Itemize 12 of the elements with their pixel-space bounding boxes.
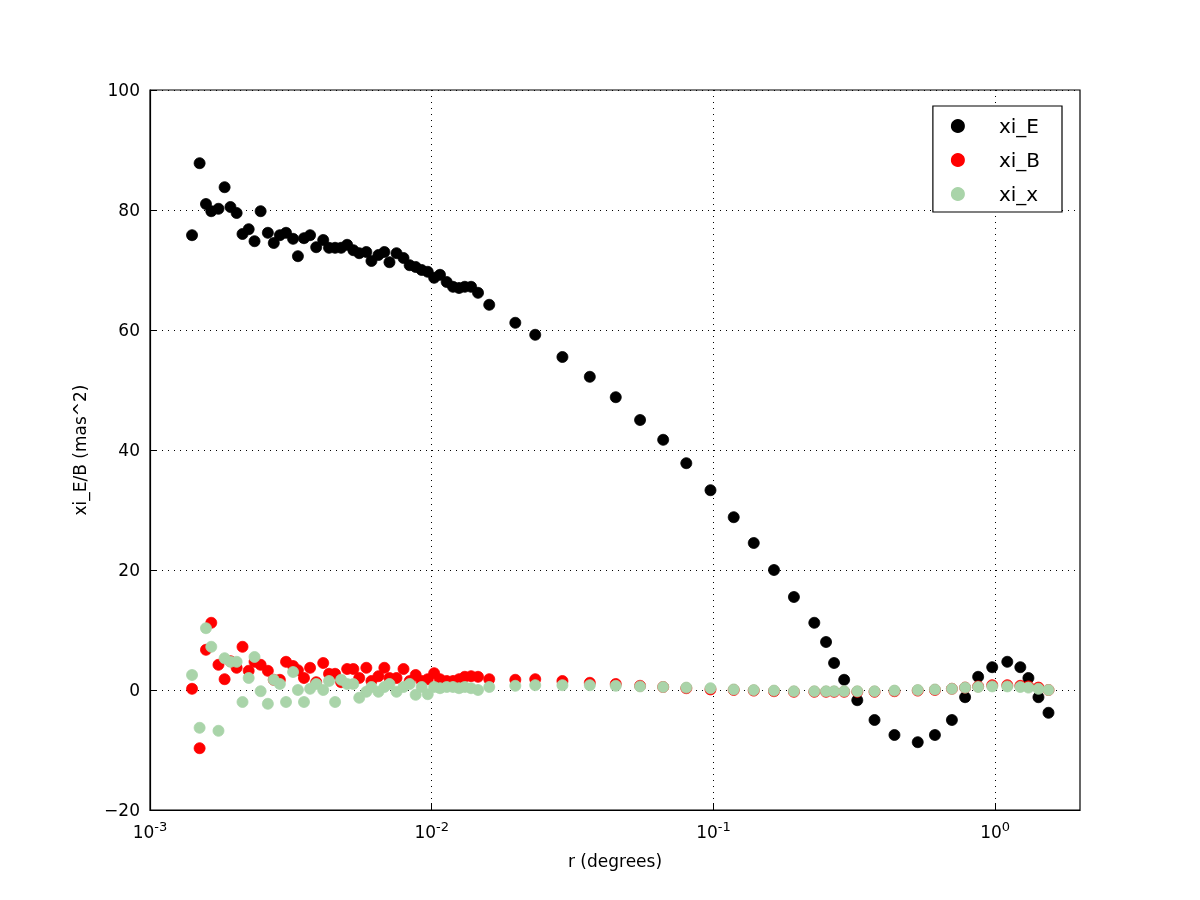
y-axis-title: xi_E/B (mas^2) bbox=[69, 384, 91, 516]
y-tick-label: 0 bbox=[129, 680, 140, 700]
y-tick-label: 60 bbox=[118, 320, 140, 340]
x-axis-title: r (degrees) bbox=[567, 850, 663, 871]
legend-label: xi_B bbox=[998, 148, 1041, 172]
y-tick-label: 20 bbox=[118, 560, 140, 580]
y-tick-label: 40 bbox=[118, 440, 140, 460]
legend-label: xi_E bbox=[998, 114, 1039, 138]
y-tick-label: −20 bbox=[104, 800, 140, 820]
y-tick-label: 80 bbox=[118, 200, 140, 220]
y-tick-label: 100 bbox=[107, 80, 140, 100]
legend-label: xi_x bbox=[998, 182, 1039, 206]
